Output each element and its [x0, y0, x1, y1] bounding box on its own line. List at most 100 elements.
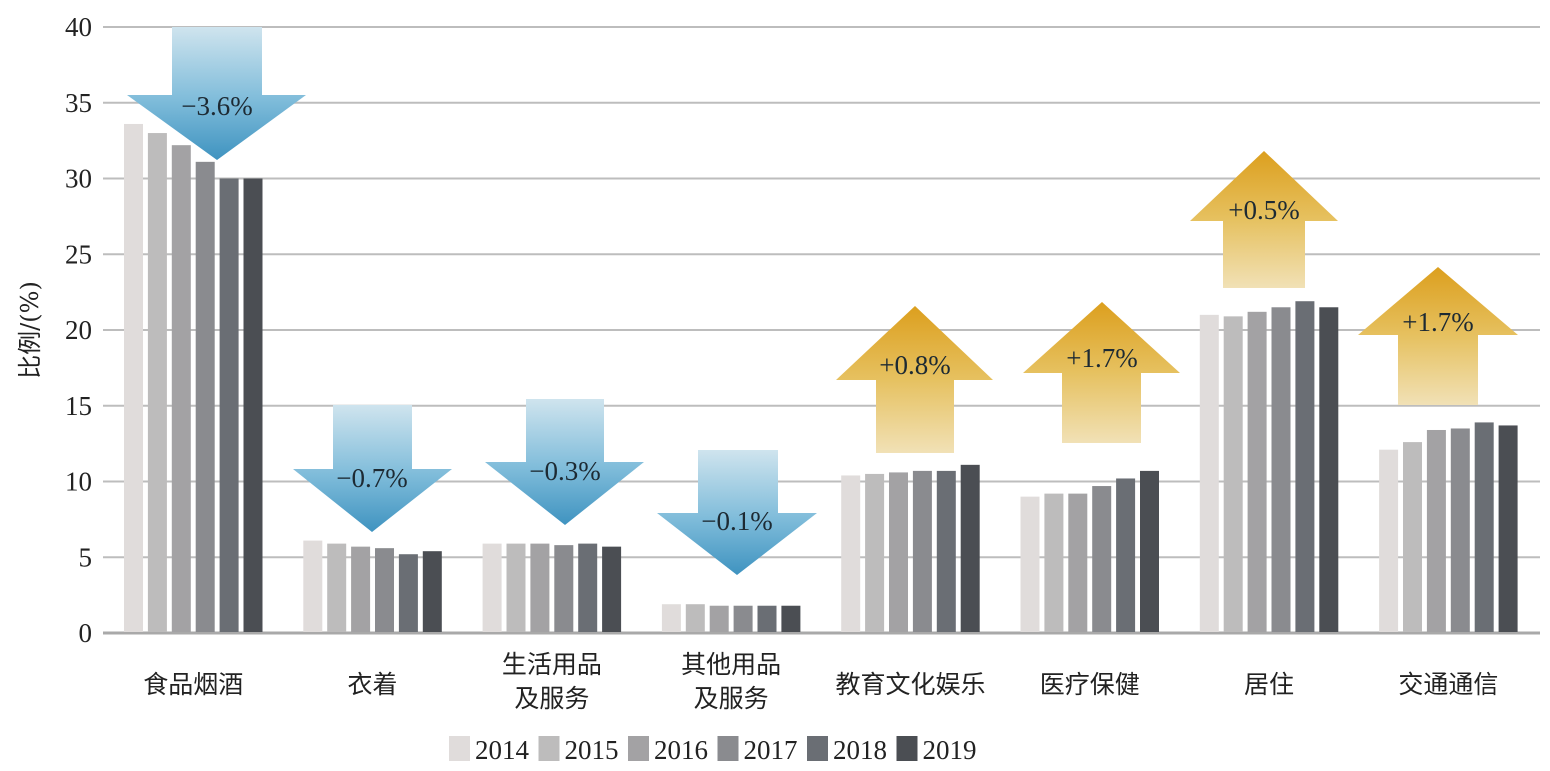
bar-2018-0 — [219, 178, 239, 632]
bar-2017-4 — [912, 470, 932, 632]
arrow-down-shape — [127, 27, 306, 160]
bar-2015-6 — [1223, 316, 1243, 632]
bar-2015-7 — [1403, 442, 1422, 632]
bar-2015-2 — [506, 543, 526, 632]
y-axis-ticks: 0 5 10 15 20 25 30 35 40 — [65, 12, 92, 648]
y-tick-label: 20 — [65, 315, 92, 345]
arrow-up-icon: +1.7% — [1358, 267, 1518, 405]
bar-2017-2 — [554, 545, 574, 632]
x-category-label: 教育文化娱乐 — [835, 670, 985, 699]
legend-swatch — [538, 736, 560, 761]
legend-swatch — [628, 736, 649, 761]
legend: 2014 2015 2016 2017 2018 2019 — [449, 735, 977, 765]
arrow-up-shape — [1358, 267, 1518, 405]
arrow-up-icon: +0.5% — [1190, 151, 1338, 288]
bar-2016-5 — [1068, 493, 1088, 632]
legend-item: 2014 — [449, 735, 530, 765]
y-tick-label: 35 — [65, 88, 92, 118]
x-category-label: 交通通信 — [1398, 670, 1498, 699]
bar-2018-4 — [936, 470, 956, 632]
change-label: −0.3% — [529, 456, 600, 486]
legend-swatch — [449, 736, 470, 761]
x-category-label: 居住 — [1244, 670, 1294, 699]
bar-2015-5 — [1044, 493, 1064, 632]
bar-2018-2 — [578, 543, 598, 632]
bar-2016-0 — [171, 145, 191, 633]
bar-2017-1 — [375, 548, 394, 632]
bar-2019-6 — [1319, 307, 1339, 632]
legend-swatch — [807, 736, 828, 761]
bar-2018-5 — [1116, 478, 1136, 632]
arrow-down-shape — [485, 399, 644, 525]
y-tick-label: 10 — [65, 467, 92, 497]
arrow-down-icon: −0.3% — [485, 399, 644, 525]
bar-2016-6 — [1247, 311, 1267, 632]
bar-2016-3 — [709, 605, 729, 632]
bar-2019-5 — [1140, 470, 1159, 632]
change-label: −0.7% — [336, 463, 407, 493]
legend-label: 2016 — [654, 735, 708, 765]
change-label: +0.5% — [1228, 195, 1299, 225]
change-label: −3.6% — [181, 91, 252, 121]
arrow-down-shape — [657, 450, 817, 575]
y-tick-label: 25 — [65, 239, 92, 269]
arrow-up-icon: +0.8% — [836, 306, 993, 453]
bar-2015-0 — [147, 133, 167, 633]
y-tick-label: 15 — [65, 391, 92, 421]
arrow-up-icon: +1.7% — [1023, 302, 1180, 443]
bar-2014-6 — [1199, 314, 1219, 632]
legend-label: 2017 — [744, 735, 798, 765]
x-category-label: 其他用品 — [681, 650, 781, 679]
bar-2018-1 — [398, 554, 418, 632]
bar-2017-5 — [1092, 486, 1112, 632]
arrow-up-shape — [1190, 151, 1338, 288]
bar-2019-1 — [422, 551, 442, 632]
bar-2017-0 — [195, 161, 215, 632]
bar-2016-2 — [530, 543, 550, 632]
bar-2019-4 — [960, 464, 980, 632]
bar-2014-5 — [1020, 496, 1040, 632]
bar-2018-7 — [1474, 422, 1494, 632]
bar-2014-0 — [124, 123, 143, 633]
bar-2019-3 — [781, 605, 801, 632]
bar-2014-3 — [661, 604, 681, 632]
bar-2017-7 — [1450, 428, 1470, 632]
change-label: +0.8% — [879, 350, 950, 380]
change-label: −0.1% — [701, 506, 772, 536]
y-tick-label: 30 — [65, 164, 92, 194]
legend-swatch — [717, 736, 739, 761]
bar-2014-2 — [482, 543, 502, 632]
legend-label: 2015 — [565, 735, 619, 765]
change-label: +1.7% — [1066, 343, 1137, 373]
bars — [124, 123, 1518, 633]
arrow-down-icon: −0.1% — [657, 450, 817, 575]
y-axis-label: 比例/(%) — [16, 281, 44, 379]
change-label: +1.7% — [1402, 307, 1473, 337]
legend-label: 2014 — [475, 735, 530, 765]
bar-2015-4 — [865, 473, 885, 632]
x-category-label: 医疗保健 — [1040, 670, 1140, 699]
legend-item: 2019 — [896, 735, 977, 765]
y-tick-label: 0 — [79, 618, 93, 648]
arrow-up-shape — [1023, 302, 1180, 443]
bar-2015-3 — [685, 604, 705, 632]
bar-2014-1 — [303, 540, 323, 632]
bar-2016-7 — [1426, 429, 1446, 632]
arrow-up-shape — [836, 306, 993, 453]
bar-2015-1 — [327, 543, 347, 632]
legend-item: 2018 — [807, 735, 887, 765]
legend-item: 2015 — [538, 735, 619, 765]
legend-label: 2019 — [923, 735, 977, 765]
bar-2017-3 — [733, 605, 753, 632]
arrow-down-icon: −3.6% — [127, 27, 306, 160]
y-tick-label: 40 — [65, 12, 92, 42]
arrow-down-icon: −0.7% — [293, 405, 452, 532]
y-tick-label: 5 — [79, 542, 93, 572]
x-category-label: 食品烟酒 — [143, 670, 243, 699]
annotation-arrows: −3.6% −0.7% −0.3% −0.1% +0.8% +1.7% +0.5% +1.7% — [127, 27, 1518, 575]
legend-swatch — [896, 736, 918, 761]
bar-2017-6 — [1271, 307, 1291, 632]
legend-item: 2017 — [717, 735, 798, 765]
x-category-label: 生活用品 — [502, 650, 602, 679]
